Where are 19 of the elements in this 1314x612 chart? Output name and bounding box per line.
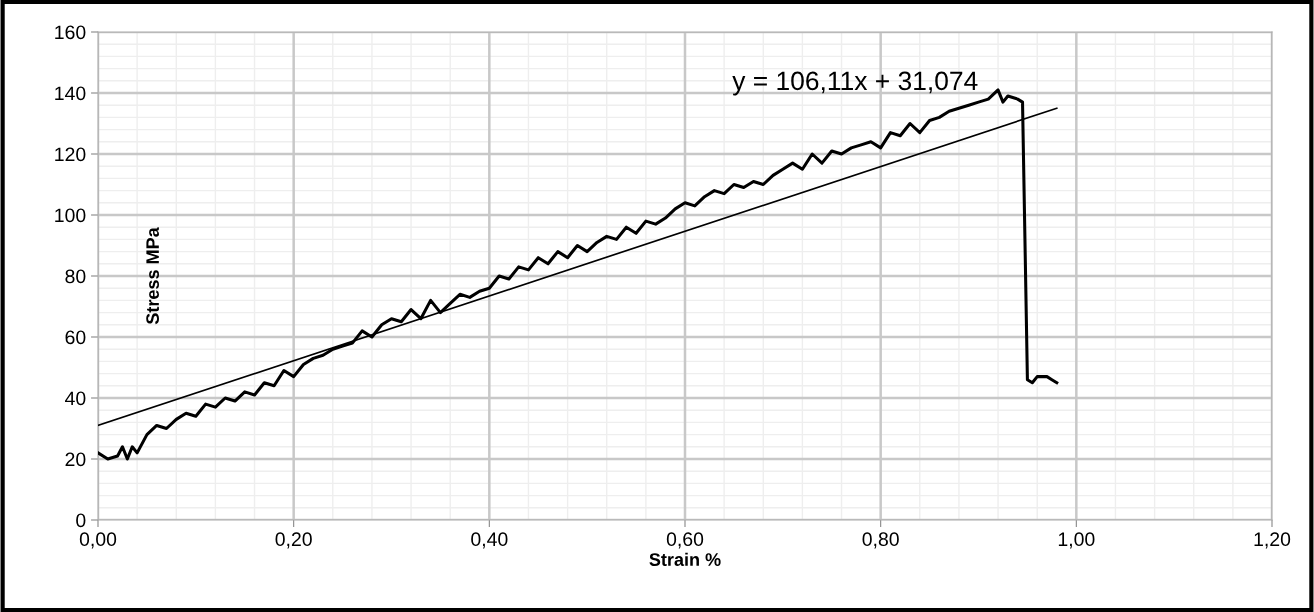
annotation: y = 106,11x + 31,074	[732, 71, 978, 96]
x-axis-title: Strain %	[649, 552, 721, 566]
y-tick-label: 160	[55, 25, 86, 40]
x-tick-label: 0,40	[471, 532, 508, 549]
y-axis-title: Stress MPa	[146, 227, 159, 325]
x-tick-label: 0,20	[275, 532, 312, 549]
y-tick-label: 100	[55, 208, 86, 223]
y-tick-label: 120	[55, 147, 86, 162]
x-tick-label: 1,00	[1058, 532, 1095, 549]
y-tick-label: 0	[76, 513, 86, 528]
y-tick-label: 20	[65, 452, 86, 467]
x-tick-label: 0,80	[862, 532, 899, 549]
x-tick-label: 0,00	[79, 532, 117, 549]
y-tick-label: 80	[65, 269, 86, 284]
y-tick-label: 140	[55, 86, 86, 101]
x-tick-label: 0,60	[666, 532, 704, 549]
x-tick-label: 1,20	[1254, 532, 1291, 549]
y-tick-label: 40	[65, 391, 86, 406]
y-tick-label: 60	[65, 330, 86, 345]
